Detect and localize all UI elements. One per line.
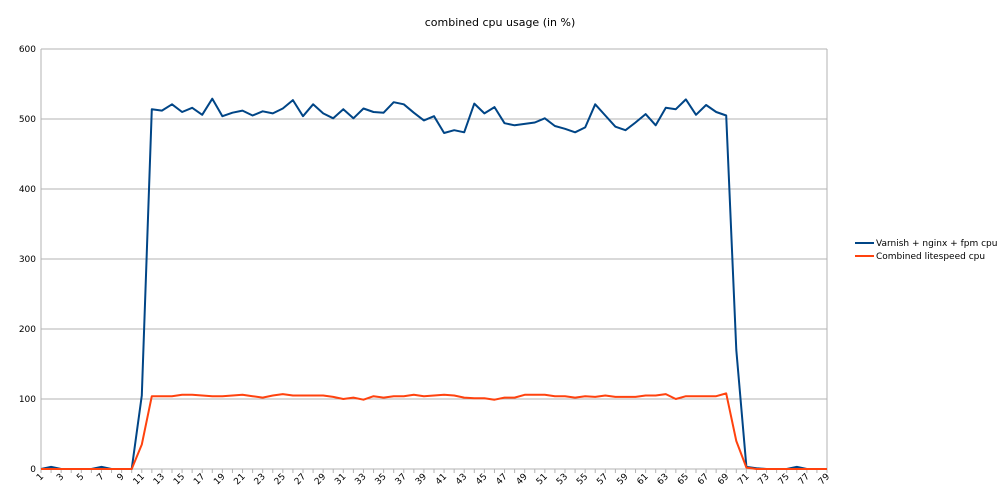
- x-tick-label: 19: [212, 472, 227, 487]
- x-tick-label: 59: [615, 472, 630, 487]
- x-tick-label: 53: [555, 472, 570, 487]
- x-tick-label: 5: [75, 472, 86, 483]
- x-tick-label: 29: [313, 472, 328, 487]
- y-tick-label: 300: [19, 255, 36, 265]
- x-tick-label: 27: [293, 472, 308, 487]
- x-tick-label: 21: [232, 472, 247, 487]
- x-tick-label: 49: [515, 472, 530, 487]
- x-tick-label: 9: [116, 472, 127, 483]
- x-tick-label: 75: [777, 472, 792, 487]
- x-tick-label: 17: [192, 472, 207, 487]
- x-tick-label: 45: [474, 472, 489, 487]
- x-tick-label: 31: [333, 472, 348, 487]
- series-lines: [40, 97, 827, 470]
- x-tick-label: 51: [535, 472, 550, 487]
- x-tick-label: 71: [736, 472, 751, 487]
- x-tick-label: 37: [394, 472, 409, 487]
- x-tick-label: 41: [434, 472, 449, 487]
- x-tick-label: 13: [152, 472, 167, 487]
- x-tick-label: 63: [656, 472, 671, 487]
- x-tick-label: 67: [696, 472, 711, 487]
- series-line-1: [41, 392, 827, 470]
- chart-title: combined cpu usage (in %): [425, 16, 576, 29]
- x-tick-label: 47: [494, 472, 509, 487]
- y-tick-label: 400: [19, 185, 36, 195]
- x-tick-label: 79: [817, 472, 832, 487]
- x-tick-label: 7: [95, 472, 106, 483]
- y-tick-label: 500: [19, 115, 36, 125]
- x-tick-label: 35: [374, 472, 389, 487]
- x-tick-label: 55: [575, 472, 590, 487]
- x-tick-label: 1: [35, 472, 46, 483]
- y-tick-label: 0: [30, 465, 36, 475]
- legend-label-1: Combined litespeed cpu: [876, 252, 985, 262]
- x-tick-label: 15: [172, 472, 187, 487]
- x-tick-label: 69: [716, 472, 731, 487]
- y-axis: 0 100 200 300 400 500 600: [19, 45, 36, 475]
- x-tick-label: 57: [595, 472, 610, 487]
- x-tick-label: 43: [454, 472, 469, 487]
- x-tick-label: 77: [797, 472, 812, 487]
- x-tick-label: 39: [414, 472, 429, 487]
- x-tick-label: 25: [273, 472, 288, 487]
- y-tick-label: 600: [19, 45, 36, 55]
- grid: [40, 48, 828, 470]
- x-tick-label: 23: [253, 472, 268, 487]
- x-tick-label: 65: [676, 472, 691, 487]
- x-tick-label: 73: [756, 472, 771, 487]
- y-tick-label: 200: [19, 325, 36, 335]
- x-tick-label: 3: [55, 472, 66, 483]
- legend-label-0: Varnish + nginx + fpm cpu: [876, 239, 997, 249]
- y-tick-label: 100: [19, 395, 36, 405]
- x-tick-label: 33: [353, 472, 368, 487]
- x-tick-label: 61: [636, 472, 651, 487]
- legend: Varnish + nginx + fpm cpu Combined lites…: [855, 239, 997, 262]
- series-line-0: [40, 97, 827, 470]
- x-tick-label: 11: [132, 472, 147, 487]
- x-axis: 1 3 5 7 9 11 13 15 17 19 21 23 25 27 29 31 33 35 37 39 41 43 4…: [35, 469, 832, 487]
